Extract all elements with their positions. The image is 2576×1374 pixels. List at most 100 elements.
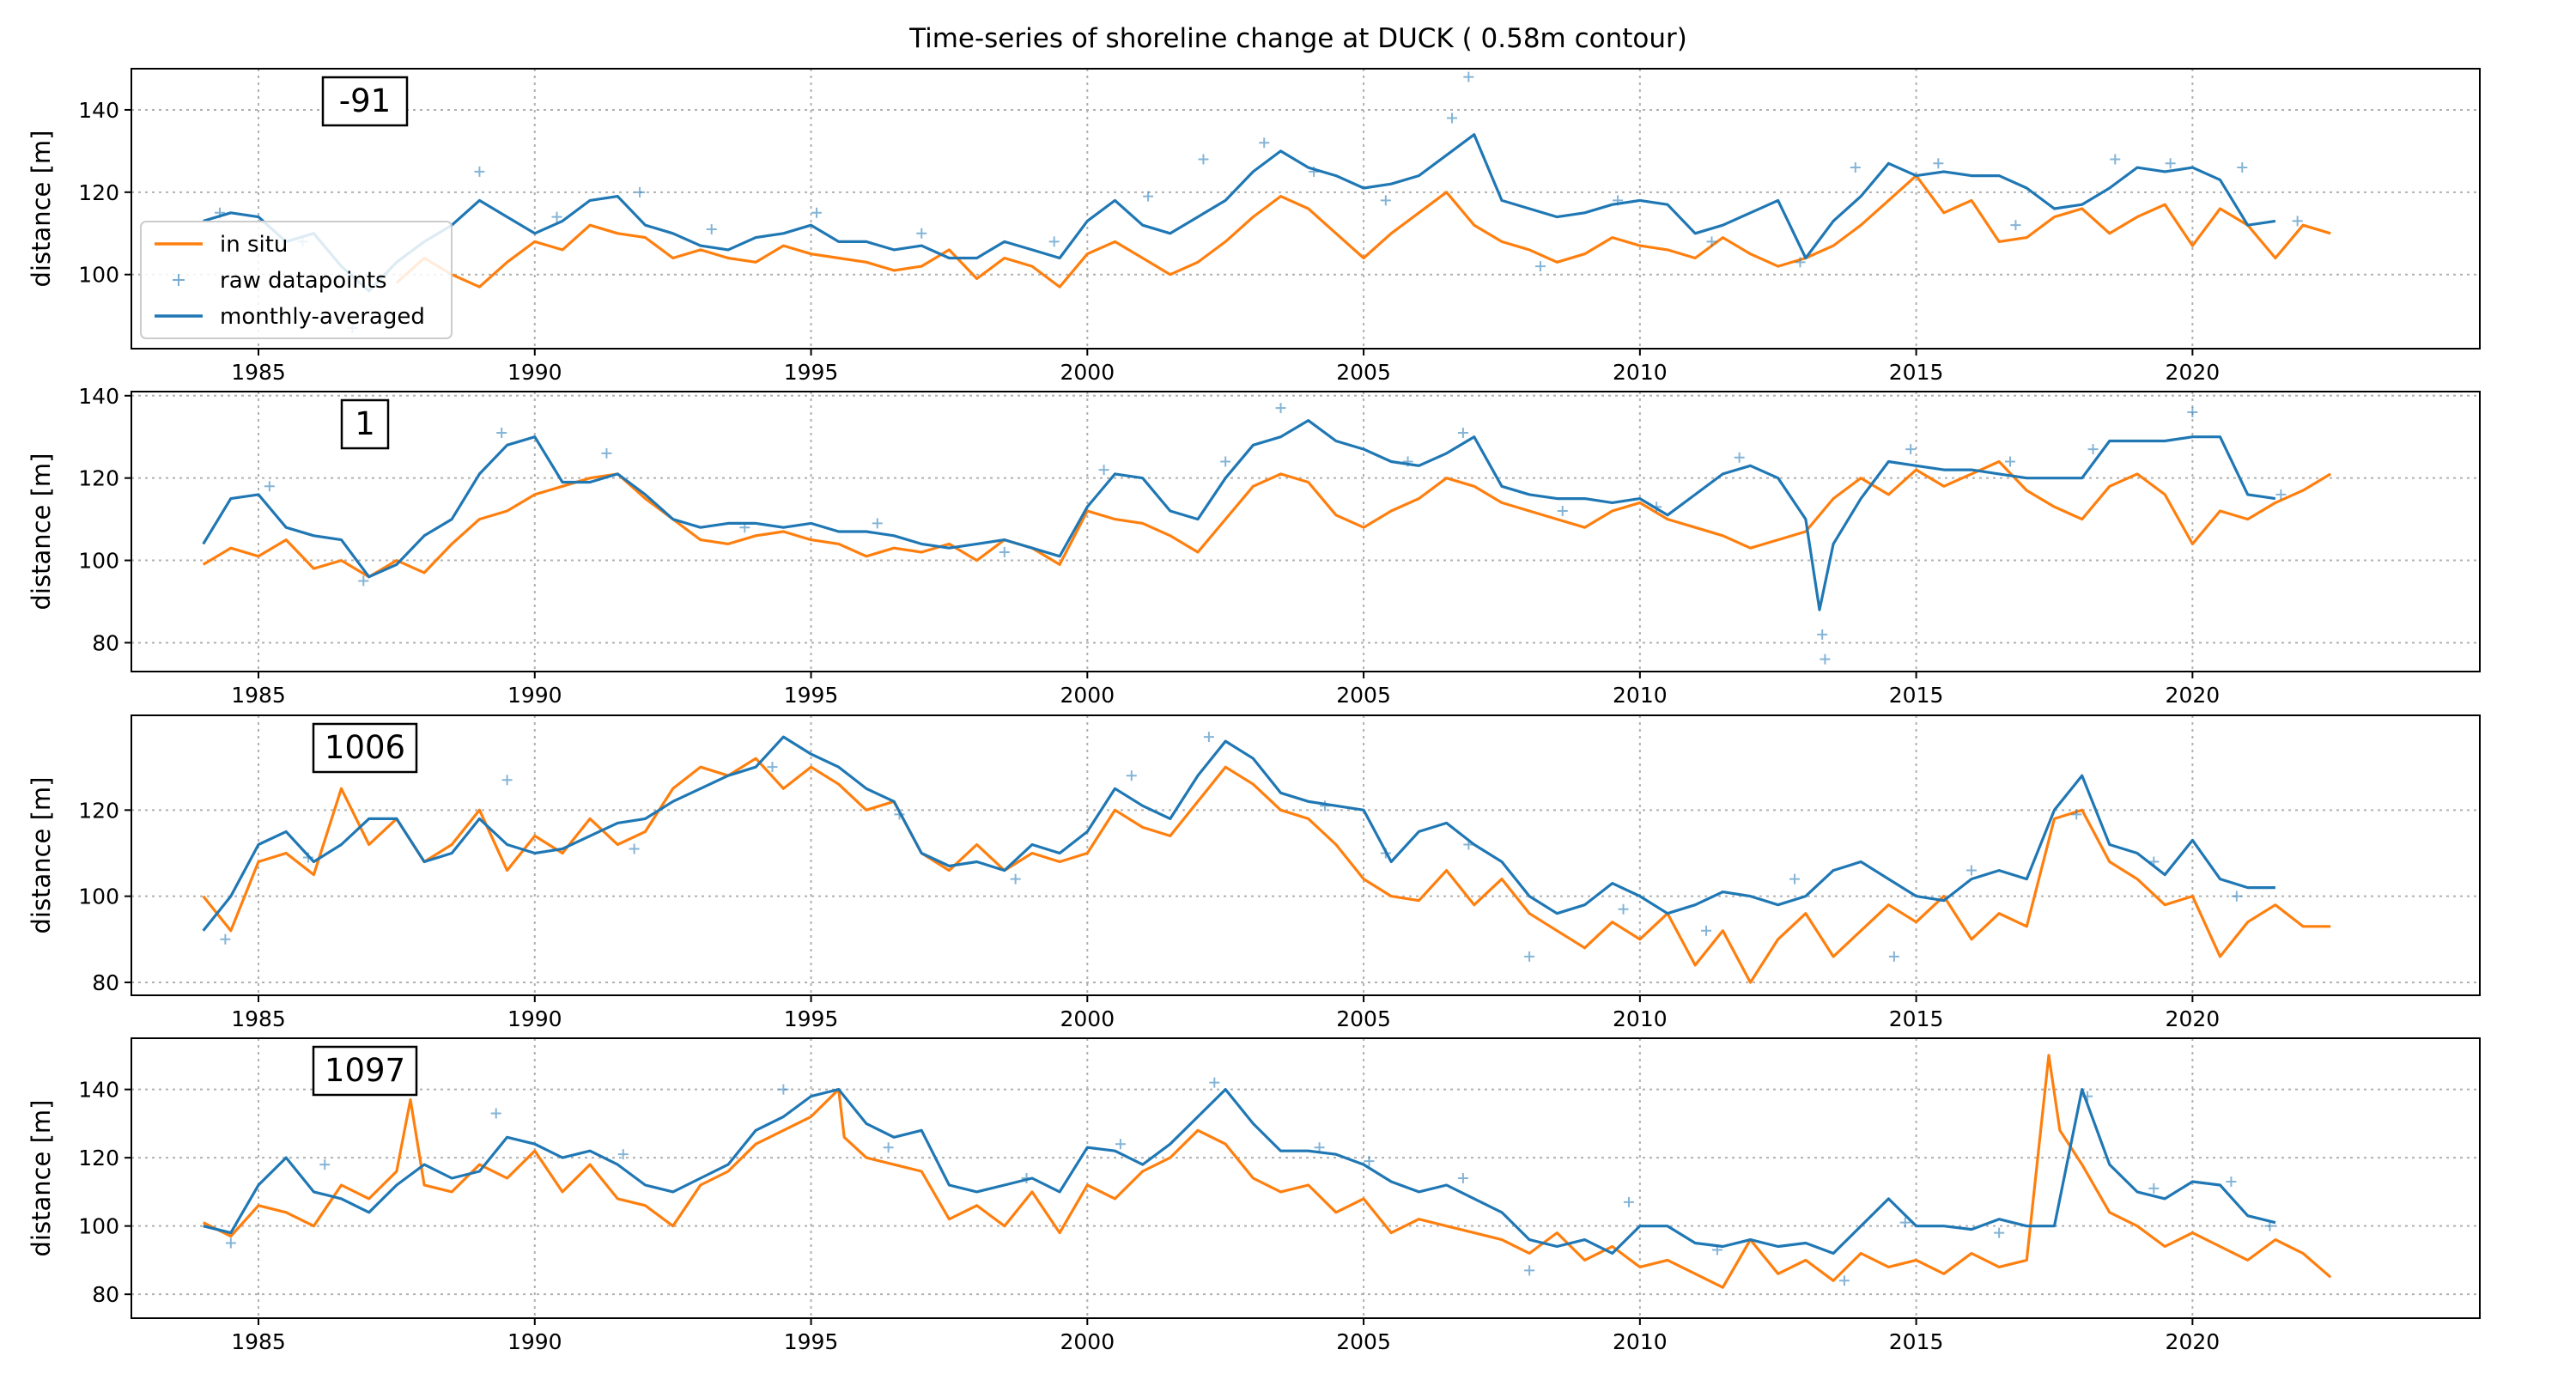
raw-datapoint-marker	[2010, 220, 2021, 231]
raw-datapoint-marker	[1259, 137, 1270, 149]
series-group	[202, 1054, 2332, 1289]
panel-4: 1985 1990 1995 2000 2005 2010 2015 2020 80 100 120…	[27, 1037, 2481, 1354]
raw-datapoint-marker	[1126, 770, 1137, 781]
raw-datapoint-marker	[225, 1237, 236, 1249]
series-group	[202, 403, 2332, 665]
y-tick-label: 100	[78, 549, 119, 574]
raw-datapoint-marker	[1994, 1227, 2005, 1238]
raw-datapoint-marker	[2187, 406, 2198, 417]
x-tick-label: 2020	[2166, 1329, 2221, 1354]
x-tick-label: 1990	[507, 683, 562, 708]
x-tick-label: 2010	[1613, 1329, 1668, 1354]
raw-datapoint-marker	[1888, 951, 1899, 962]
y-tick-label: 140	[78, 98, 119, 123]
x-tick-label: 2020	[2166, 360, 2221, 385]
raw-datapoint-marker	[1209, 1077, 1220, 1088]
x-tick-label: 1990	[507, 1329, 562, 1354]
legend: in situ raw datapoints monthly-averaged	[140, 221, 453, 339]
panel-3: 1985 1990 1995 2000 2005 2010 2015 2020 80 100 120…	[27, 714, 2481, 1031]
panel-label-box	[312, 1045, 418, 1097]
raw-datapoint-marker	[1143, 191, 1154, 202]
y-tick-label: 140	[78, 1078, 119, 1103]
panel-2: 1985 1990 1995 2000 2005 2010 2015 2020 80 100 120…	[27, 384, 2481, 708]
x-tick-label: 1995	[784, 1006, 839, 1031]
raw-datapoint-marker	[496, 427, 507, 438]
raw-datapoint-marker	[2292, 216, 2303, 227]
raw-datapoint-marker	[1524, 951, 1535, 962]
raw-datapoint-marker	[2264, 1220, 2275, 1231]
raw-datapoint-marker	[1457, 427, 1468, 438]
x-tick-label: 2015	[1889, 683, 1944, 708]
raw-datapoint-marker	[916, 228, 927, 239]
figure-title: Time-series of shoreline change at DUCK …	[908, 23, 1687, 54]
y-tick-label: 80	[92, 970, 119, 995]
x-tick-label: 2005	[1336, 683, 1391, 708]
x-tick-label: 1985	[231, 360, 286, 385]
raw-datapoint-marker	[220, 933, 231, 945]
y-tick-label: 120	[78, 180, 119, 205]
raw-datapoint-marker	[1933, 158, 1944, 169]
x-tick-label: 1985	[231, 1006, 286, 1031]
x-tick-label: 2005	[1336, 1006, 1391, 1031]
y-axis-label: distance [m]	[27, 1100, 56, 1257]
raw-datapoint-marker	[264, 481, 275, 492]
raw-datapoint-marker	[1965, 865, 1977, 876]
raw-datapoint-marker	[1524, 1265, 1535, 1276]
raw-datapoint-marker	[617, 1149, 629, 1160]
series-line-monthly-averaged	[203, 133, 2276, 293]
x-tick-label: 2020	[2166, 683, 2221, 708]
raw-datapoint-marker	[1010, 873, 1021, 885]
legend-swatch-plus	[173, 274, 185, 286]
y-tick-label: 100	[78, 263, 119, 288]
raw-datapoint-marker	[2275, 489, 2287, 500]
raw-datapoint-marker	[1463, 71, 1474, 82]
series-line-monthly-averaged	[202, 419, 2276, 611]
raw-datapoint-marker	[1820, 654, 1831, 665]
raw-datapoint-marker	[1203, 732, 1214, 743]
x-tick-label: 1990	[507, 360, 562, 385]
x-tick-label: 2000	[1060, 1006, 1115, 1031]
x-tick-label: 2010	[1613, 1006, 1668, 1031]
axes-frame	[131, 1037, 2481, 1319]
raw-datapoint-marker	[1711, 1244, 1722, 1255]
raw-datapoint-marker	[1021, 1173, 1032, 1183]
raw-datapoint-marker	[778, 1084, 789, 1095]
x-tick-label: 2010	[1613, 360, 1668, 385]
raw-datapoint-marker	[1613, 195, 1624, 206]
series-line-in-situ	[202, 757, 2331, 984]
x-tick-label: 1985	[231, 683, 286, 708]
y-tick-label: 120	[78, 798, 119, 823]
raw-datapoint-marker	[501, 775, 513, 786]
raw-datapoint-marker	[1380, 195, 1391, 206]
raw-datapoint-marker	[1380, 848, 1391, 859]
raw-datapoint-marker	[706, 223, 717, 234]
x-tick-label: 2010	[1613, 683, 1668, 708]
raw-datapoint-marker	[1795, 257, 1806, 268]
raw-datapoint-marker	[2226, 1176, 2237, 1187]
panel-label-box	[340, 398, 390, 450]
raw-datapoint-marker	[1115, 1139, 1126, 1150]
raw-datapoint-marker	[1463, 839, 1474, 850]
raw-datapoint-marker	[629, 843, 640, 854]
raw-datapoint-marker	[601, 447, 612, 459]
raw-datapoint-marker	[1838, 1275, 1850, 1286]
raw-datapoint-marker	[1557, 506, 1568, 517]
series-group	[203, 71, 2331, 334]
raw-datapoint-marker	[1789, 873, 1801, 885]
raw-datapoint-marker	[1220, 456, 1231, 467]
y-tick-label: 120	[78, 466, 119, 491]
raw-datapoint-marker	[872, 518, 883, 529]
legend-label: monthly-averaged	[220, 304, 425, 330]
raw-datapoint-marker	[2148, 856, 2160, 867]
x-tick-label: 2005	[1336, 360, 1391, 385]
raw-datapoint-marker	[1905, 444, 1917, 455]
legend-label: in situ	[220, 232, 288, 258]
x-tick-label: 2015	[1889, 360, 1944, 385]
y-tick-label: 100	[78, 885, 119, 909]
y-tick-label: 80	[92, 630, 119, 655]
x-tick-label: 1985	[231, 1329, 286, 1354]
raw-datapoint-marker	[1850, 162, 1861, 173]
panel-label: -91	[339, 82, 391, 119]
series-line-in-situ	[395, 174, 2331, 289]
x-tick-label: 2000	[1060, 360, 1115, 385]
